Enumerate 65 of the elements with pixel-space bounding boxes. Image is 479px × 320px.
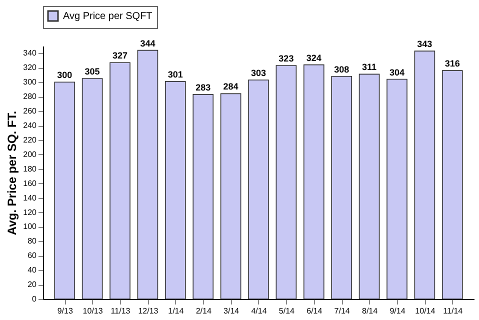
bar — [137, 50, 158, 300]
bar — [276, 65, 297, 300]
x-tick-label: 11/14 — [443, 306, 464, 316]
bar — [248, 80, 269, 300]
y-tick-label: 40 — [28, 266, 38, 275]
x-tick-label: 9/13 — [57, 306, 74, 316]
data-label: 308 — [334, 64, 350, 74]
y-tick-label: 100 — [23, 222, 38, 232]
data-label: 301 — [168, 69, 183, 80]
data-label: 323 — [278, 54, 294, 64]
bar — [110, 62, 130, 300]
x-tick-label: 4/14 — [251, 306, 268, 316]
y-tick-label: 300 — [23, 78, 38, 87]
y-tick-label: 280 — [23, 92, 38, 102]
bar — [192, 94, 214, 300]
bar — [54, 82, 76, 300]
x-tick-label: 2/14 — [196, 306, 212, 316]
bar — [386, 78, 408, 300]
data-label: 324 — [306, 52, 322, 63]
x-tick-label: 9/14 — [390, 306, 406, 316]
data-label: 316 — [444, 58, 460, 69]
y-tick-label: 200 — [23, 150, 38, 159]
bar — [82, 78, 103, 300]
y-axis-title: Avg. Price per SQ. FT. — [5, 110, 20, 236]
data-label: 311 — [362, 62, 377, 72]
x-tick-label: 10/14 — [415, 306, 436, 316]
y-tick-label: 20 — [28, 280, 38, 290]
y-tick-label: 0 — [32, 294, 38, 304]
bar — [220, 93, 242, 300]
bar — [442, 70, 463, 300]
bar — [358, 74, 380, 300]
bar — [414, 50, 436, 300]
x-tick-label: 12/13 — [138, 306, 159, 316]
data-label: 327 — [112, 50, 128, 61]
data-label: 344 — [140, 38, 156, 48]
data-label: 283 — [196, 82, 211, 92]
bar — [303, 64, 324, 300]
y-tick-label: 140 — [23, 193, 38, 202]
y-tick-label: 160 — [23, 178, 38, 188]
data-label: 304 — [389, 67, 404, 78]
x-tick-label: 6/14 — [306, 306, 323, 316]
y-tick-label: 240 — [23, 121, 38, 130]
x-tick-label: 11/13 — [110, 306, 131, 316]
y-tick-label: 340 — [23, 48, 38, 58]
y-tick-label: 60 — [28, 251, 38, 260]
legend-label: Avg Price per SQFT — [63, 11, 152, 22]
x-tick-label: 3/14 — [224, 306, 240, 316]
y-tick-label: 260 — [23, 106, 38, 116]
x-tick-label: 1/14 — [168, 306, 184, 316]
x-tick-label: 7/14 — [334, 306, 350, 316]
y-tick-label: 180 — [23, 164, 38, 174]
data-label: 300 — [57, 70, 72, 80]
y-tick-label: 320 — [23, 63, 38, 72]
y-tick-label: 220 — [23, 135, 38, 144]
bar — [331, 76, 352, 300]
y-tick-label: 80 — [28, 236, 38, 246]
y-tick-label: 120 — [23, 208, 38, 217]
x-tick-label: 10/13 — [82, 306, 104, 316]
data-label: 305 — [84, 66, 100, 77]
data-label: 284 — [223, 82, 238, 92]
x-tick-label: 8/14 — [362, 306, 378, 316]
x-tick-label: 5/14 — [278, 306, 296, 316]
data-label: 343 — [417, 39, 432, 50]
bar — [165, 81, 186, 300]
data-label: 303 — [250, 68, 266, 78]
